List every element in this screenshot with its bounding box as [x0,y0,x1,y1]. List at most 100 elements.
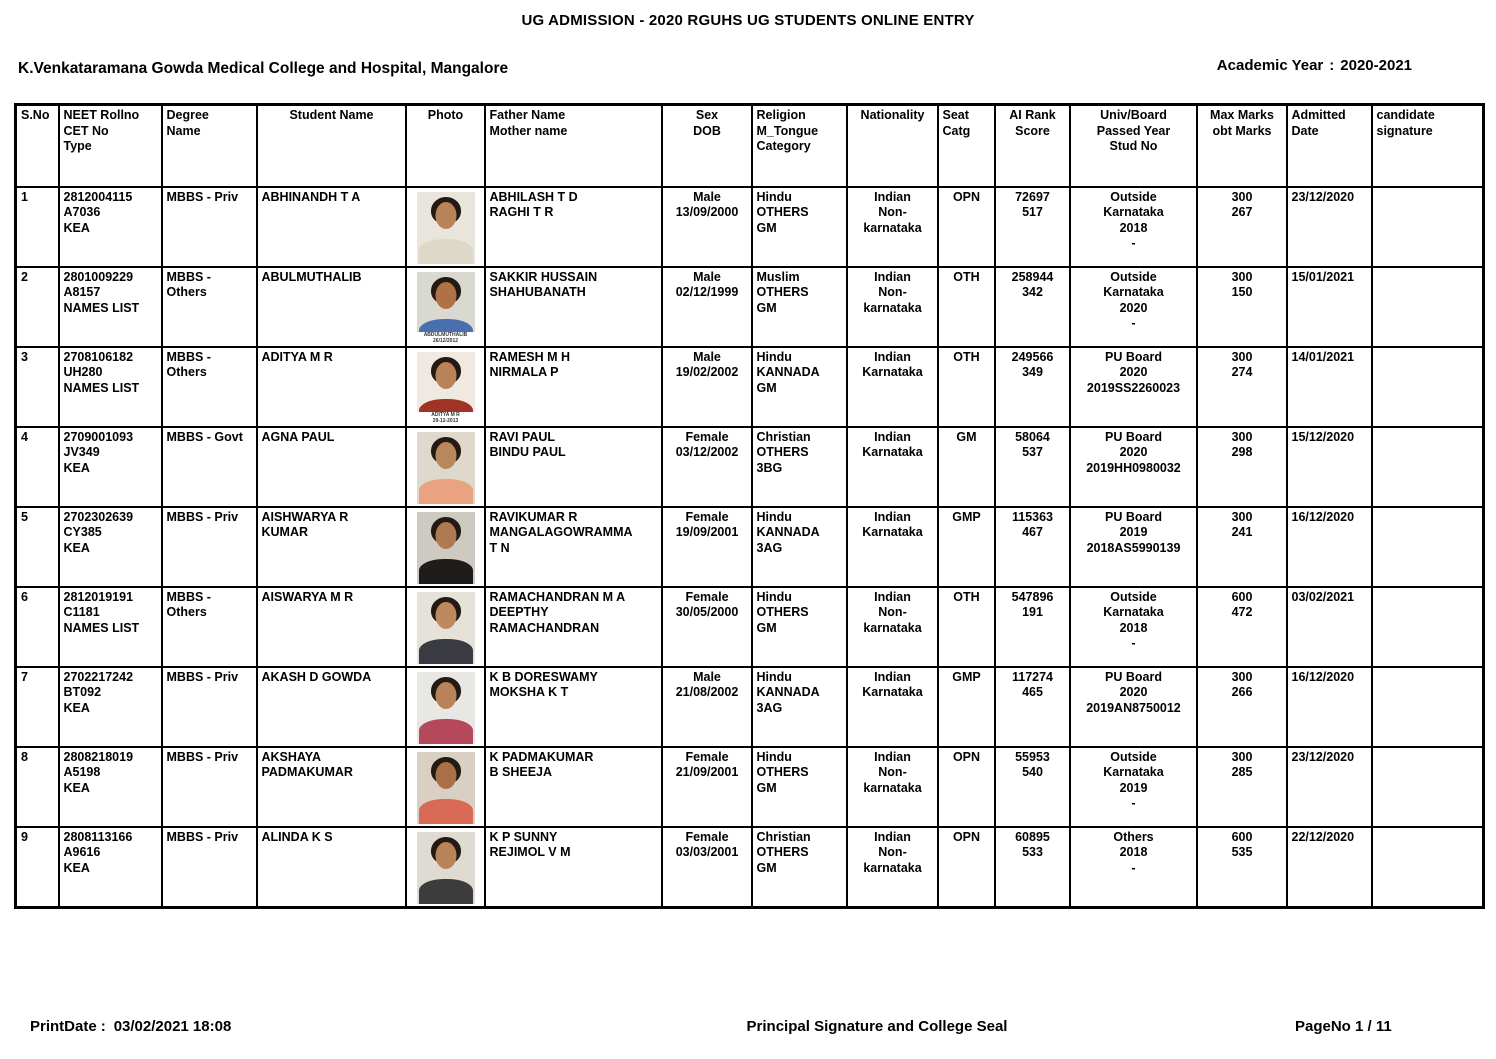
cell-parents: RAMESH M H NIRMALA P [483,345,663,428]
table-row: 1 2812004115 A7036 KEA MBBS - Priv ABHINAND… [14,185,1485,268]
cell-rank: 258944 342 [993,265,1071,348]
photo-face-shape [435,601,456,629]
cell-sexdob: Male 21/08/2002 [660,665,753,748]
cell-degree: MBBS - Govt [160,425,258,508]
cell-admitted: 15/12/2020 [1285,425,1373,508]
cell-univ: Others 2018 - [1068,825,1198,908]
cell-parents: RAMACHANDRAN M A DEEPTHY RAMACHANDRAN [483,585,663,668]
page-title: UG ADMISSION - 2020 RGUHS UG STUDENTS ON… [521,12,975,29]
cell-degree: MBBS - Others [160,265,258,348]
column-header-neet: NEET Rollno CET No Type [57,103,163,188]
photo-face-shape [435,201,456,229]
photo-face-shape [435,361,456,389]
cell-parents: SAKKIR HUSSAIN SHAHUBANATH [483,265,663,348]
cell-univ: Outside Karnataka 2020 - [1068,265,1198,348]
cell-marks: 300 267 [1195,185,1288,268]
cell-sexdob: Female 30/05/2000 [660,585,753,668]
cell-nationality: Indian Karnataka [845,425,939,508]
column-header-marks: Max Marks obt Marks [1195,103,1288,188]
column-header-signature: candidate signature [1370,103,1485,188]
cell-student: AISHWARYA R KUMAR [255,505,407,588]
cell-rank: 72697 517 [993,185,1071,268]
cell-admitted: 16/12/2020 [1285,665,1373,748]
college-name: K.Venkataramana Gowda Medical College an… [18,60,509,77]
cell-religion: Christian OTHERS 3BG [750,425,848,508]
photo-face-shape [435,521,456,549]
cell-seat: OTH [936,345,996,428]
photo-caption: ABDULMUTHALIB 26/12/2012 [416,331,475,344]
footer-page-number: PageNo 1 / 11 [1295,1018,1392,1035]
cell-sno: 9 [14,825,60,908]
cell-signature [1370,345,1485,428]
cell-univ: Outside Karnataka 2019 - [1068,745,1198,828]
cell-neet: 2702302639 CY385 KEA [57,505,163,588]
photo-caption: ADITYA M R 29-12-2013 [416,411,475,424]
table-row: 9 2808113166 A9616 KEA MBBS - Priv ALINDA K… [14,825,1485,908]
cell-signature [1370,505,1485,588]
column-header-admitted: Admitted Date [1285,103,1373,188]
table-header-row: S.No NEET Rollno CET No Type Degree Name St… [14,103,1485,188]
cell-sno: 2 [14,265,60,348]
cell-rank: 58064 537 [993,425,1071,508]
table-row: 7 2702217242 BT092 KEA MBBS - Priv AKASH D … [14,665,1485,748]
cell-photo [404,585,486,668]
cell-sno: 1 [14,185,60,268]
cell-neet: 2709001093 JV349 KEA [57,425,163,508]
cell-student: ALINDA K S [255,825,407,908]
cell-admitted: 22/12/2020 [1285,825,1373,908]
academic-year-label: Academic Year [1216,57,1324,74]
printdate-value: 03/02/2021 18:08 [113,1018,232,1035]
cell-neet: 2808218019 A5198 KEA [57,745,163,828]
cell-seat: GMP [936,665,996,748]
cell-photo [404,825,486,908]
cell-nationality: Indian Non- karnataka [845,745,939,828]
cell-signature [1370,265,1485,348]
cell-seat: OTH [936,265,996,348]
cell-signature [1370,185,1485,268]
photo-shoulders-shape [418,638,473,664]
cell-sexdob: Male 19/02/2002 [660,345,753,428]
cell-photo [404,505,486,588]
cell-neet: 2812019191 C1181 NAMES LIST [57,585,163,668]
cell-student: AKSHAYA PADMAKUMAR [255,745,407,828]
cell-sexdob: Female 03/12/2002 [660,425,753,508]
cell-neet: 2808113166 A9616 KEA [57,825,163,908]
cell-admitted: 15/01/2021 [1285,265,1373,348]
printdate-label: PrintDate [30,1018,97,1035]
cell-signature [1370,425,1485,508]
cell-student: AKASH D GOWDA [255,665,407,748]
cell-seat: GM [936,425,996,508]
cell-nationality: Indian Karnataka [845,665,939,748]
cell-parents: K B DORESWAMY MOKSHA K T [483,665,663,748]
cell-univ: PU Board 2020 2019SS2260023 [1068,345,1198,428]
photo-face-shape [435,761,456,789]
cell-univ: PU Board 2019 2018AS5990139 [1068,505,1198,588]
cell-neet: 2702217242 BT092 KEA [57,665,163,748]
photo-shoulders-shape [418,718,473,744]
cell-seat: GMP [936,505,996,588]
academic-year: Academic Year:2020-2021 [1211,57,1412,74]
photo-shoulders-shape [418,798,473,824]
table-row: 4 2709001093 JV349 KEA MBBS - Govt AGNA PAU… [14,425,1485,508]
cell-nationality: Indian Non- karnataka [845,265,939,348]
cell-rank: 547896 191 [993,585,1071,668]
cell-student: ADITYA M R [255,345,407,428]
cell-religion: Hindu OTHERS GM [750,185,848,268]
column-header-student: Student Name [255,103,407,188]
cell-student: ABHINANDH T A [255,185,407,268]
cell-parents: RAVI PAUL BINDU PAUL [483,425,663,508]
cell-univ: Outside Karnataka 2018 - [1068,585,1198,668]
cell-student: ABULMUTHALIB [255,265,407,348]
cell-religion: Hindu KANNADA 3AG [750,505,848,588]
cell-religion: Hindu OTHERS GM [750,745,848,828]
cell-signature [1370,585,1485,668]
cell-degree: MBBS - Priv [160,665,258,748]
cell-nationality: Indian Karnataka [845,505,939,588]
cell-neet: 2801009229 A8157 NAMES LIST [57,265,163,348]
column-header-parents: Father Name Mother name [483,103,663,188]
photo-face-shape [435,441,456,469]
cell-nationality: Indian Karnataka [845,345,939,428]
cell-degree: MBBS - Others [160,345,258,428]
cell-student: AGNA PAUL [255,425,407,508]
